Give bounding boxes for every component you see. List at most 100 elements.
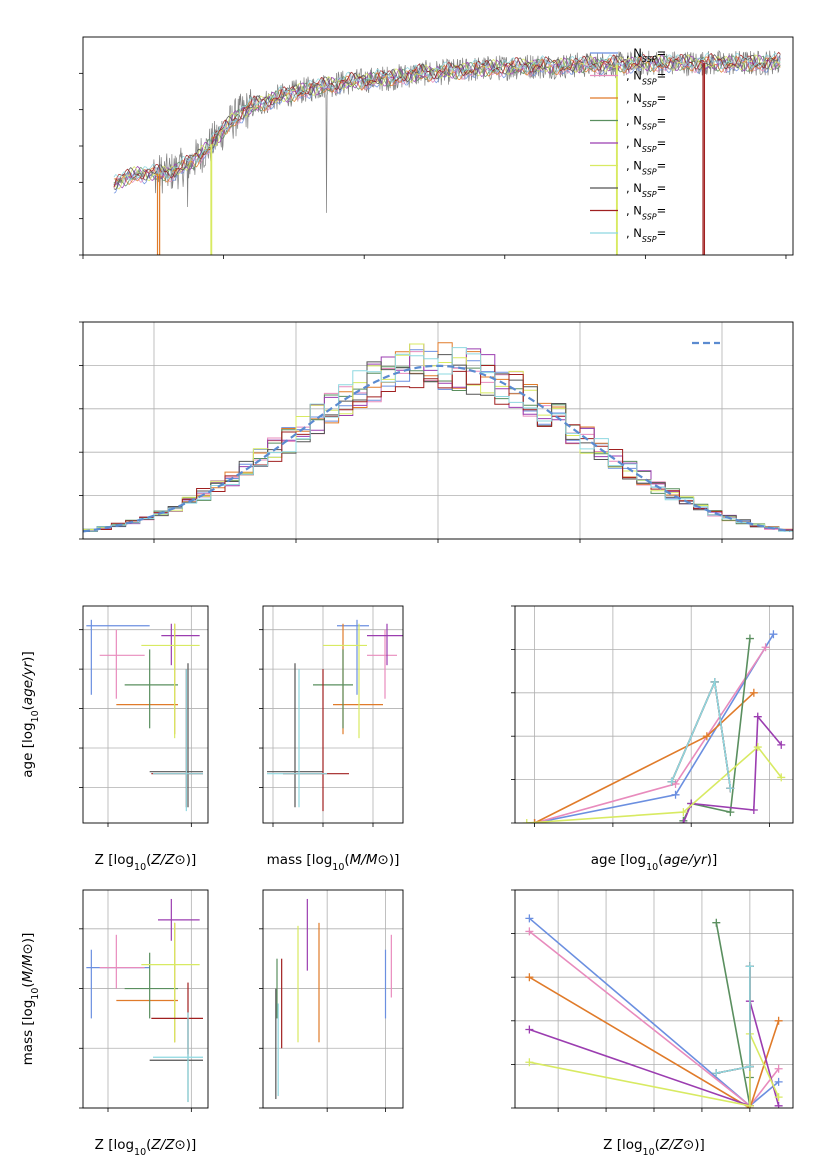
- legend-entry-sub: SSP: [642, 145, 657, 154]
- label-subscript: 10: [30, 988, 41, 1000]
- axes-frame: [514, 605, 794, 824]
- legend-entry-sep: , N: [626, 69, 642, 83]
- label-part: Z [log: [95, 852, 134, 868]
- data-point-marker: [712, 1069, 721, 1078]
- mass-weight-series-7: [716, 966, 751, 1074]
- legend-entry-sep: , N: [626, 46, 642, 60]
- axes-frame: [82, 889, 209, 1109]
- label-part: age/yr: [663, 852, 708, 868]
- model-spectrum-7: [113, 53, 781, 190]
- mass-weight-series-8: [670, 679, 732, 789]
- plot-area: [86, 898, 203, 1103]
- legend-entry-sub: SSP: [642, 122, 657, 131]
- label-part: Z [log: [603, 1137, 642, 1153]
- data-point-marker: [749, 805, 758, 814]
- legend-entry-eq: =: [657, 204, 667, 218]
- model-gap-2: [210, 144, 213, 255]
- label-part: )]: [186, 1137, 197, 1153]
- legend-entry-sub: SSP: [642, 235, 657, 244]
- plot-area: [275, 898, 392, 1100]
- label-part: M/M⊙: [20, 943, 36, 982]
- legend-entry-sub: SSP: [642, 100, 657, 109]
- legend-entry-eq: =: [657, 46, 667, 60]
- panel-age-vs-metallicity: Z [log10(Z/Z⊙)] age [log10(age/yr)]: [20, 605, 209, 873]
- label-part: )]: [707, 852, 718, 868]
- panel-spectrum: , NSSP=, NSSP=, NSSP=, NSSP=, NSSP=, NSS…: [79, 36, 794, 259]
- data-point-marker: [679, 808, 688, 817]
- label-part: )]: [186, 852, 197, 868]
- legend-entry-eq: =: [657, 159, 667, 173]
- label-part: )]: [389, 852, 400, 868]
- model-gap-3: [615, 64, 618, 255]
- panel-mass-vs-metallicity: Z [log10(Z/Z⊙)]mass [log10(M/M⊙)]: [20, 889, 209, 1158]
- data-point-marker: [726, 784, 735, 793]
- x-axis-label: age [log10(age/yr)]: [591, 852, 717, 873]
- label-part: )]: [20, 933, 36, 944]
- data-point-marker: [761, 643, 770, 652]
- label-subscript: 10: [30, 710, 41, 722]
- panel-residual-histogram: [79, 321, 794, 543]
- legend-entry-eq: =: [657, 226, 667, 240]
- data-point-marker: [671, 790, 680, 799]
- data-point-marker: [679, 819, 688, 823]
- axes-frame: [514, 889, 794, 1109]
- mass-weight-series-3: [534, 692, 755, 823]
- data-point-marker: [777, 773, 786, 782]
- mass-weight-series-7: [670, 679, 732, 789]
- legend-entry-eq: =: [657, 136, 667, 150]
- mass-weight-series-8: [716, 966, 751, 1074]
- y-axis-label: mass [log10(M/M⊙)]: [20, 933, 41, 1066]
- plot-area: [267, 619, 403, 812]
- label-part: Z/Z⊙: [150, 1137, 185, 1153]
- x-axis-label: Z [log10(Z/Z⊙)]: [95, 1137, 197, 1158]
- model-gap-4: [702, 63, 706, 255]
- label-part: (: [146, 852, 151, 868]
- legend-entry: , NSSP=: [626, 226, 666, 244]
- label-part: mass [log: [20, 1000, 36, 1066]
- label-part: (: [20, 705, 36, 710]
- label-part: (: [344, 852, 349, 868]
- data-point-marker: [774, 1093, 783, 1102]
- label-part: M/M⊙: [350, 852, 389, 868]
- data-point-marker: [530, 819, 539, 823]
- label-subscript: 10: [643, 1147, 655, 1158]
- mass-weight-series-9: [670, 679, 732, 789]
- legend-entry: , NSSP=: [626, 91, 666, 109]
- legend-entry: , NSSP=: [626, 136, 666, 154]
- label-subscript: 10: [646, 862, 658, 873]
- label-part: (: [655, 1137, 660, 1153]
- plot-area: [83, 342, 793, 533]
- data-point-marker: [522, 819, 531, 823]
- data-point-marker: [774, 1016, 783, 1025]
- legend-entry-sub: SSP: [642, 167, 657, 176]
- plot-area: [525, 914, 783, 1108]
- y-axis-label: age [log10(age/yr)]: [20, 651, 41, 777]
- model-spectrum-6: [113, 54, 781, 190]
- mass-weight-series-1: [534, 633, 775, 823]
- legend-entry-sub: SSP: [642, 77, 657, 86]
- x-axis-label: mass [log10(M/M⊙)]: [267, 852, 400, 873]
- axes-frame: [82, 321, 794, 540]
- mass-weight-series-4: [715, 922, 751, 1106]
- legend-entry: , NSSP=: [626, 114, 666, 132]
- panel-age-vs-mass: mass [log10(M/M⊙)]: [259, 605, 404, 873]
- axes-frame: [262, 889, 404, 1109]
- legend-entry: , NSSP=: [626, 181, 666, 199]
- label-part: (: [146, 1137, 151, 1153]
- data-point-marker: [774, 1077, 783, 1086]
- data-point-marker: [769, 630, 778, 639]
- model-spectrum-9: [113, 52, 781, 181]
- legend-entry: , NSSP=: [626, 204, 666, 222]
- legend-entry: , NSSP=: [626, 159, 666, 177]
- data-point-marker: [774, 1101, 783, 1108]
- mass-weight-series-3: [528, 976, 780, 1108]
- label-part: )]: [20, 651, 36, 662]
- data-point-marker: [745, 634, 754, 643]
- label-part: (: [658, 852, 663, 868]
- data-point-marker: [726, 808, 735, 817]
- x-axis-label: Z [log10(Z/Z⊙)]: [95, 852, 197, 873]
- data-point-marker: [745, 1101, 754, 1108]
- data-point-marker: [753, 743, 762, 752]
- data-point-marker: [749, 688, 758, 697]
